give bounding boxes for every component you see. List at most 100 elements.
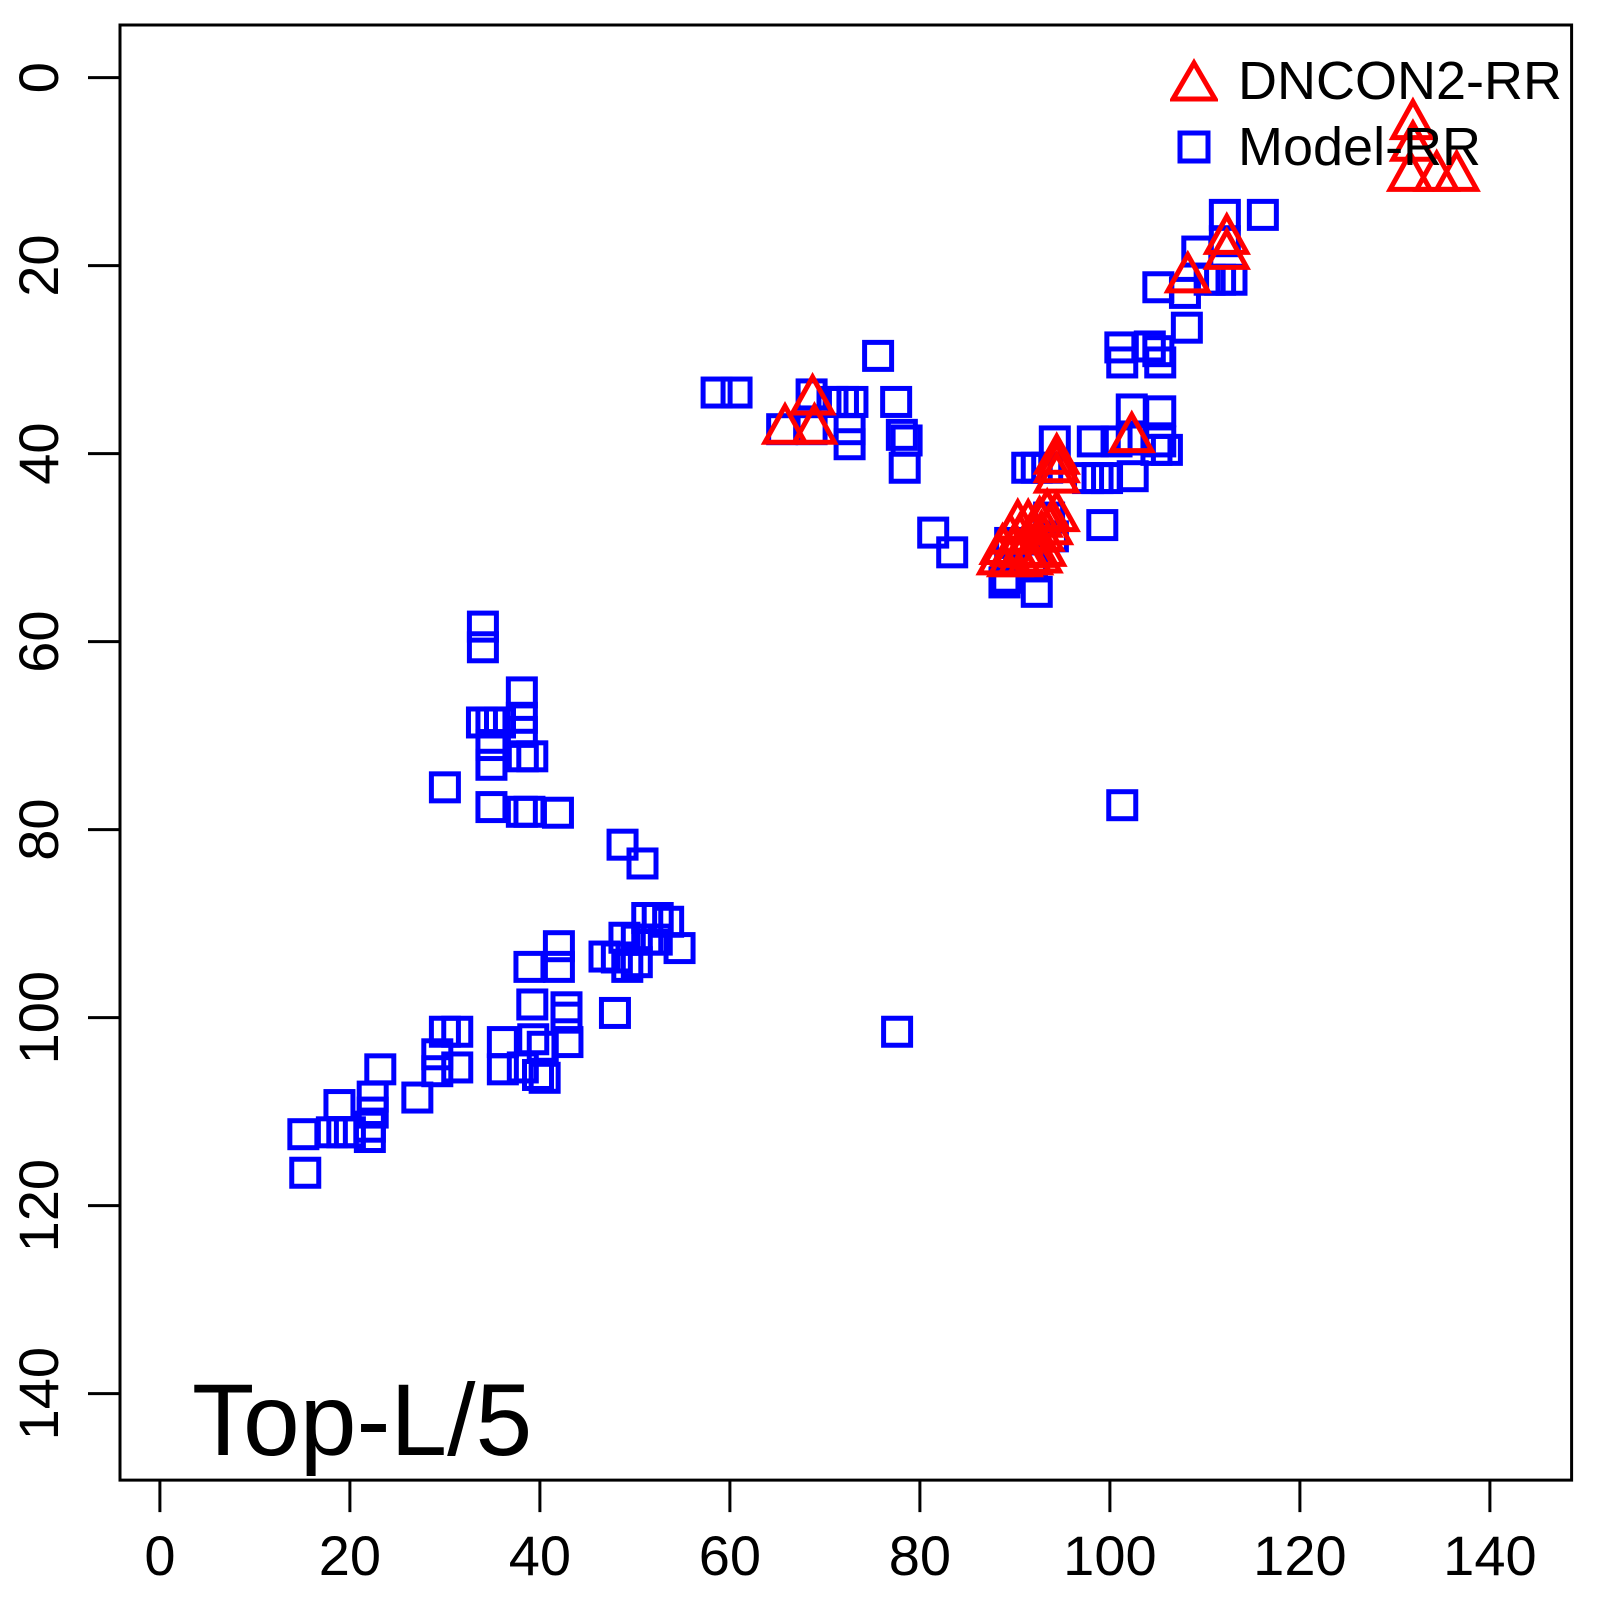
data-point-square: [505, 715, 538, 748]
data-point-square: [550, 991, 583, 1024]
data-point-square: [517, 1023, 550, 1056]
x-tick-label: 80: [889, 1524, 951, 1587]
x-tick-label: 40: [509, 1524, 571, 1587]
y-tick-label: 120: [7, 1159, 70, 1252]
data-point-triangle: [1202, 211, 1251, 255]
data-point-square: [516, 740, 549, 773]
y-tick-label: 20: [7, 234, 70, 296]
data-point-square: [720, 376, 753, 409]
data-point-square: [475, 748, 508, 781]
data-point-square: [441, 1051, 474, 1084]
data-point-square: [620, 946, 653, 979]
y-tick-label: 140: [7, 1347, 70, 1440]
plot-border: [118, 23, 1574, 1482]
x-tick-label: 100: [1063, 1524, 1156, 1587]
data-point-triangle: [1388, 96, 1438, 141]
data-point-square: [551, 1026, 584, 1059]
data-point-square: [888, 451, 921, 484]
legend-label-model-rr: Model-RR: [1238, 117, 1482, 177]
data-point-square: [315, 1116, 348, 1149]
legend: DNCON2-RR Model-RR: [1170, 48, 1562, 180]
data-point-square: [600, 941, 633, 974]
data-point-square: [466, 610, 499, 643]
data-point-square: [862, 339, 895, 372]
data-point-triangle: [1202, 226, 1251, 270]
y-tick-label: 0: [7, 62, 70, 93]
data-point-triangle: [1163, 249, 1213, 294]
data-point-square: [428, 771, 461, 804]
data-point-square: [522, 1058, 554, 1091]
data-point-triangle: [1032, 439, 1081, 484]
data-point-square: [550, 1001, 583, 1034]
x-tick-label: 20: [319, 1524, 381, 1587]
data-point-square: [475, 729, 508, 762]
data-point-square: [516, 988, 549, 1021]
data-point-square: [1106, 789, 1139, 822]
x-tick-label: 0: [144, 1524, 175, 1587]
data-point-square: [333, 1116, 366, 1149]
data-point-square: [1076, 425, 1109, 458]
data-point-square: [401, 1081, 434, 1114]
data-point-square: [541, 796, 574, 829]
data-point-square: [1116, 460, 1149, 493]
data-point-square: [326, 1116, 359, 1149]
data-point-square: [441, 1015, 474, 1048]
data-point-square: [700, 376, 733, 409]
data-point-square: [1086, 509, 1119, 542]
chart-title: Top-L/5: [192, 1363, 533, 1477]
data-point-square: [626, 847, 659, 880]
data-point-square: [1081, 462, 1114, 495]
triangle-icon: [1170, 58, 1218, 102]
data-point-triangle: [1032, 431, 1081, 475]
data-point-square: [484, 706, 516, 739]
data-point-square: [486, 1053, 519, 1086]
data-point-triangle: [1432, 148, 1481, 192]
square-icon: [1177, 130, 1211, 164]
data-point-square: [421, 1055, 454, 1088]
data-point-square: [475, 791, 508, 824]
data-point-square: [1144, 395, 1177, 428]
data-point-triangle: [760, 401, 810, 445]
data-point-square: [1144, 346, 1177, 379]
data-point-square: [323, 1089, 356, 1122]
data-point-square: [1091, 462, 1124, 495]
data-point-square: [1246, 198, 1279, 231]
data-point-square: [466, 631, 499, 664]
data-point-triangle: [1385, 148, 1435, 192]
data-point-square: [917, 516, 950, 549]
data-point-square: [881, 1015, 914, 1048]
y-tick-label: 80: [7, 798, 70, 860]
legend-label-dncon2-rr: DNCON2-RR: [1238, 51, 1562, 111]
data-point-square: [513, 950, 546, 983]
data-point-square: [1020, 575, 1053, 608]
y-tick-label: 60: [7, 610, 70, 672]
data-point-square: [936, 536, 969, 569]
data-point-square: [640, 923, 673, 956]
data-point-square: [880, 385, 913, 418]
data-point-square: [1072, 462, 1105, 495]
data-point-square: [287, 1118, 320, 1151]
data-point-square: [836, 385, 869, 418]
data-point-square: [598, 996, 631, 1029]
legend-item-model-rr: Model-RR: [1170, 114, 1562, 180]
data-point-square: [513, 795, 546, 828]
data-point-square: [528, 1061, 561, 1094]
data-point-triangle: [975, 531, 1024, 576]
data-point-square: [606, 828, 639, 861]
data-point-square: [364, 1053, 397, 1086]
data-point-square: [611, 950, 644, 983]
data-point-square: [663, 932, 696, 965]
data-point-square: [289, 1156, 322, 1189]
y-tick-label: 100: [7, 971, 70, 1064]
y-tick-label: 40: [7, 422, 70, 484]
data-point-square: [505, 795, 538, 828]
data-point-square: [885, 418, 918, 451]
x-tick-label: 120: [1253, 1524, 1346, 1587]
x-tick-label: 140: [1443, 1524, 1536, 1587]
data-point-square: [1170, 311, 1203, 344]
x-tick-label: 60: [699, 1524, 761, 1587]
data-point-triangle: [790, 401, 839, 445]
legend-item-dncon2-rr: DNCON2-RR: [1170, 48, 1562, 114]
